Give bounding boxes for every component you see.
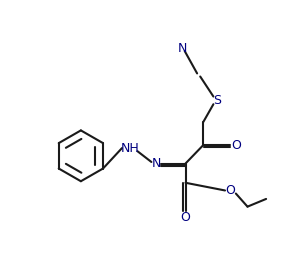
- Text: N: N: [178, 41, 187, 55]
- Text: O: O: [226, 184, 235, 197]
- Text: NH: NH: [120, 142, 139, 155]
- Text: O: O: [181, 211, 190, 224]
- Text: N: N: [151, 157, 161, 170]
- Text: O: O: [232, 139, 242, 152]
- Text: S: S: [213, 94, 221, 107]
